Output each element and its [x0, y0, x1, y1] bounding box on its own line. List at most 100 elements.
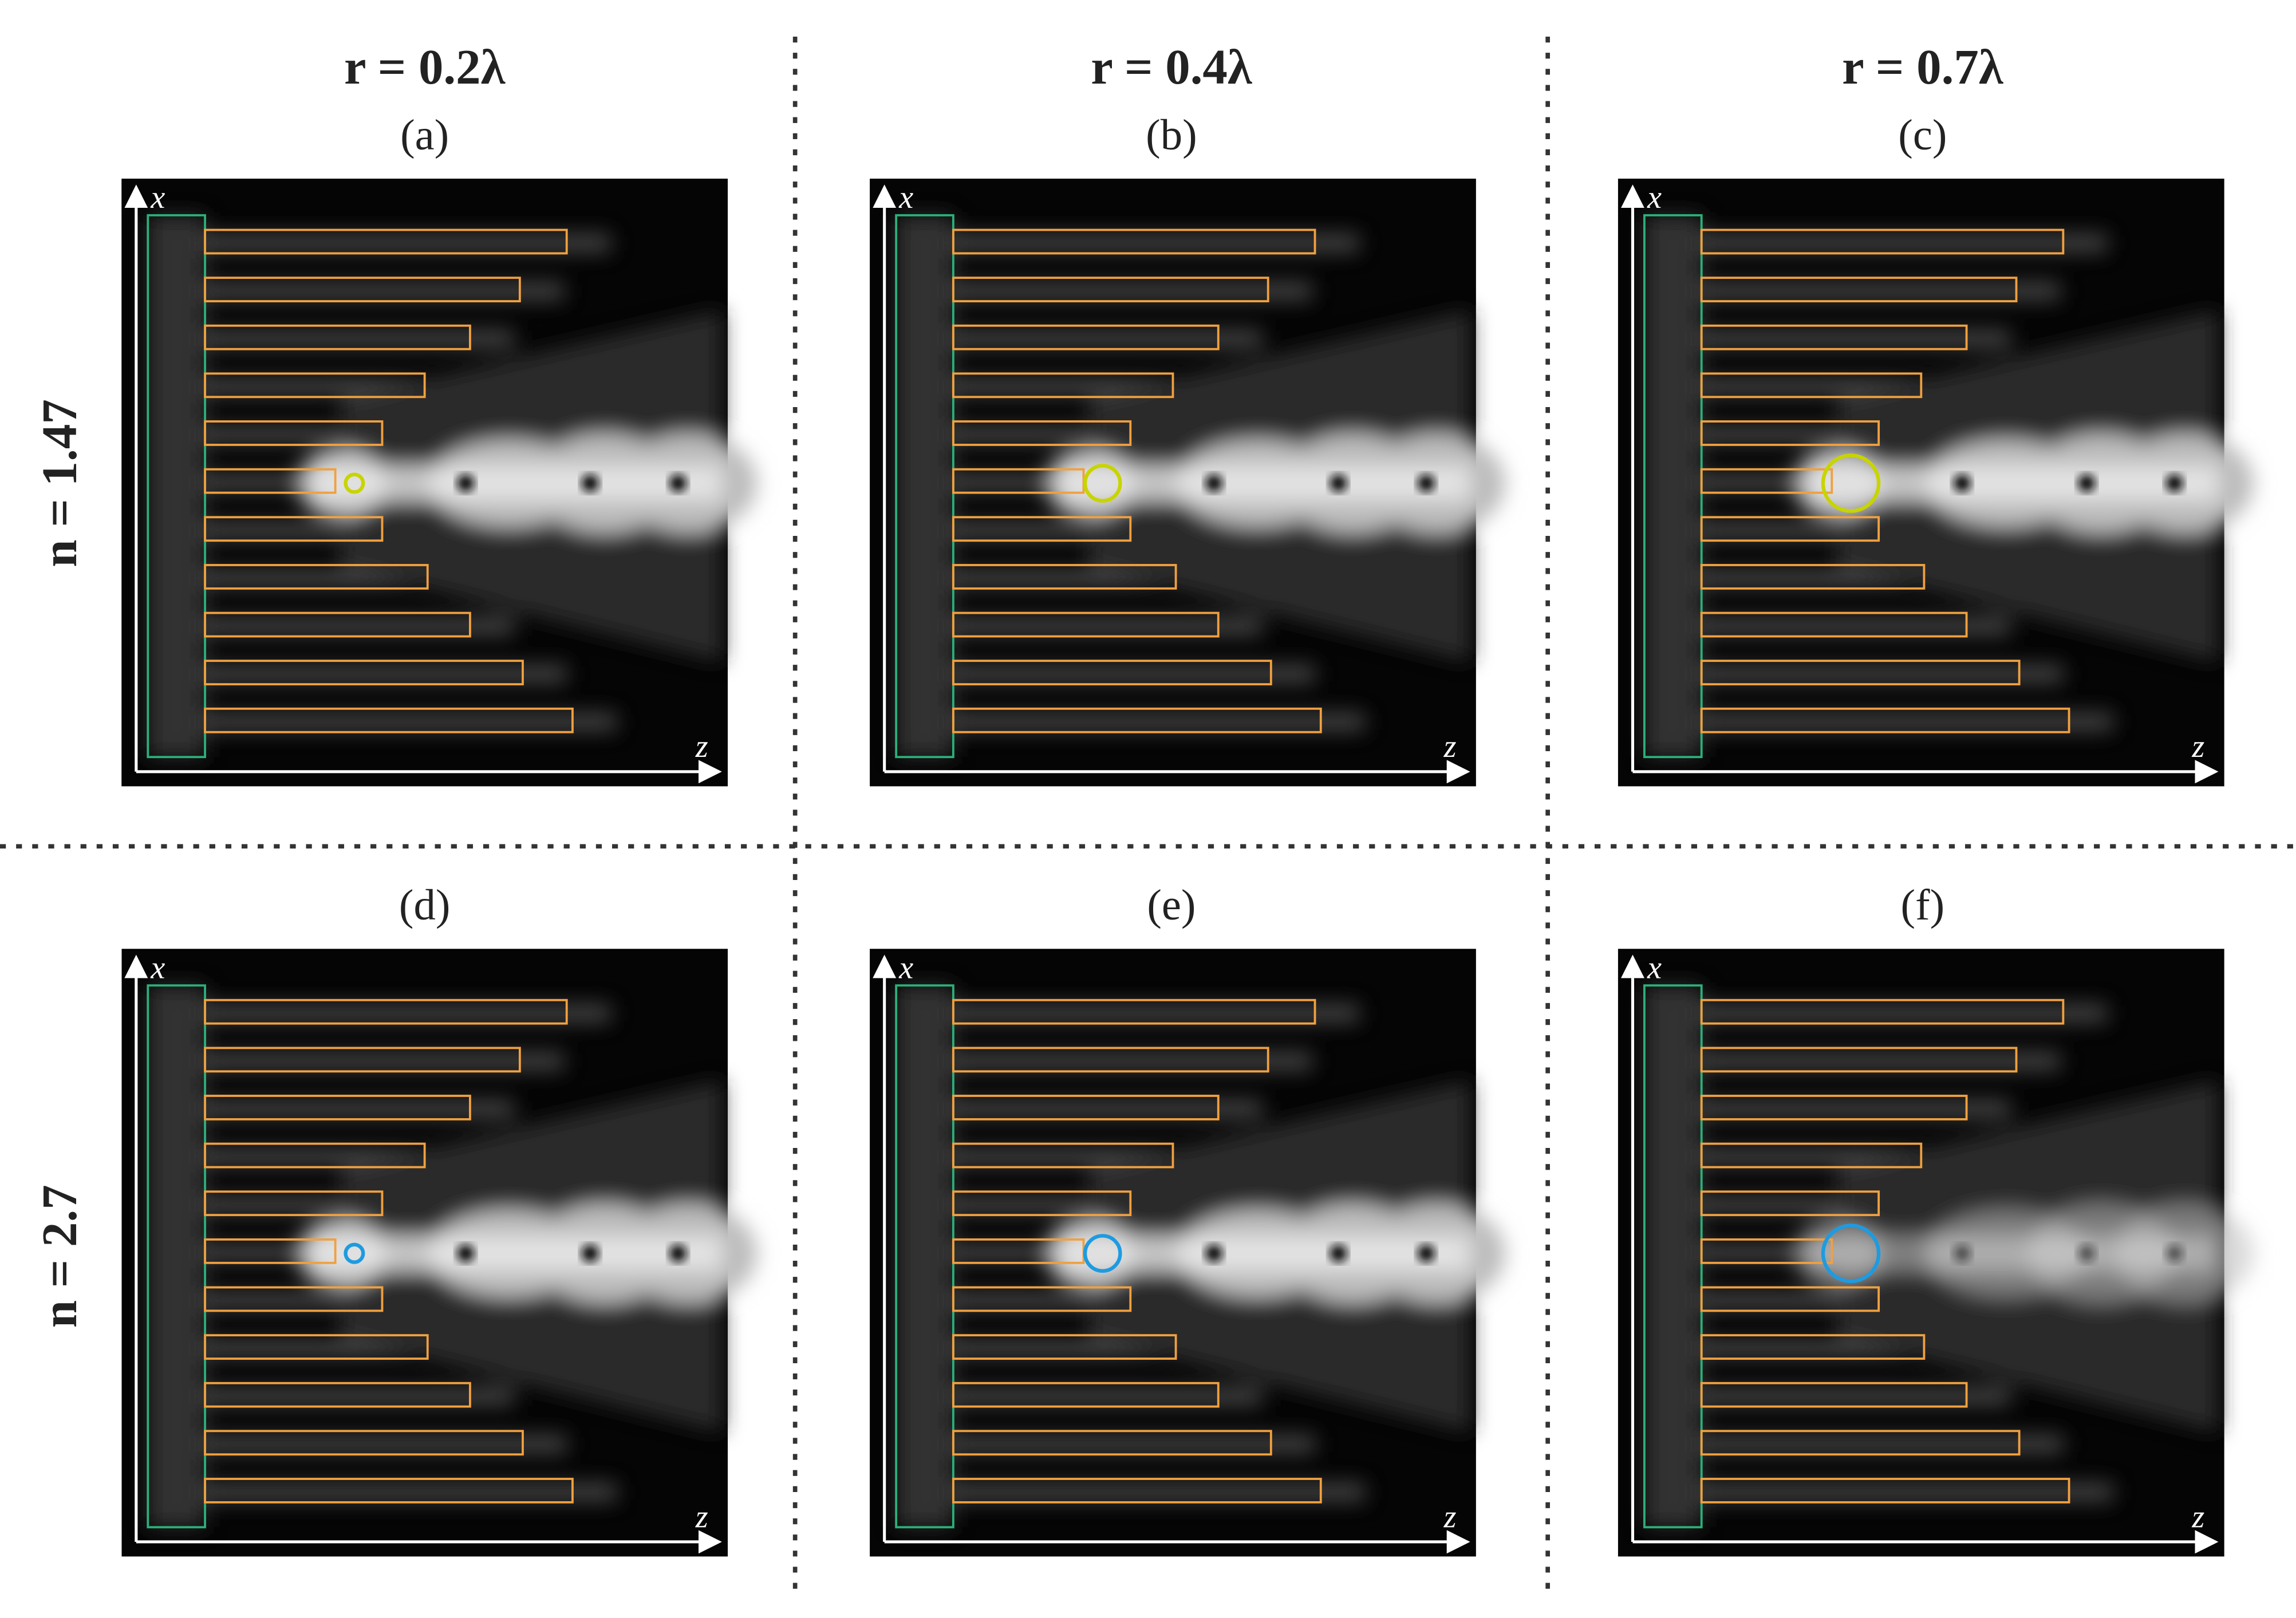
pillar-outline — [204, 277, 521, 303]
pillar-outline — [1700, 1190, 1880, 1217]
beam-node — [581, 474, 599, 492]
beam-node — [456, 1244, 475, 1262]
pillar-outline — [1700, 1286, 1880, 1312]
pillar-outline — [204, 1286, 384, 1312]
panel-label: (e) — [1147, 881, 1196, 929]
pillar-glow — [205, 1483, 617, 1501]
pillar-outline — [952, 564, 1177, 590]
beam-node — [1417, 1244, 1435, 1262]
pillar-outline — [1700, 228, 2065, 255]
pillar-glow — [953, 713, 1365, 731]
pillar-glow — [953, 1004, 1359, 1023]
pillar-outline — [1700, 1095, 1968, 1120]
x-axis-label: x — [1647, 180, 1662, 215]
pillar-outline — [204, 564, 429, 590]
x-axis-label: x — [1647, 950, 1662, 985]
x-axis-label: x — [898, 950, 913, 985]
pillar-glow — [205, 234, 611, 252]
pillar-outline — [204, 324, 471, 350]
field-intensity — [896, 985, 1506, 1528]
pillar-outline — [1700, 372, 1923, 398]
pillar-outline — [952, 516, 1132, 542]
pillar-outline — [952, 1142, 1174, 1169]
field-intensity — [148, 215, 758, 757]
pillar-glow — [205, 1004, 611, 1023]
beam-node — [1205, 1244, 1223, 1262]
substrate-glow — [148, 985, 206, 1528]
panel-label: (a) — [400, 111, 449, 159]
pillar-outline — [952, 1190, 1132, 1217]
pillar-outline — [204, 516, 384, 542]
pillar-glow — [205, 617, 514, 635]
z-axis-label: z — [1443, 1499, 1457, 1534]
pillar-outline — [204, 1190, 384, 1217]
beam-node — [1417, 474, 1435, 492]
pillar-outline — [952, 420, 1132, 446]
pillar-outline — [204, 611, 471, 638]
field-intensity — [896, 215, 1506, 757]
pillar-outline — [204, 660, 524, 686]
substrate-glow — [1644, 215, 1702, 757]
pillar-glow — [953, 617, 1263, 635]
pillar-glow — [953, 1387, 1263, 1406]
field-intensity — [148, 985, 758, 1528]
pillar-outline — [1700, 516, 1880, 542]
pillar-outline — [952, 1095, 1220, 1120]
z-axis-label: z — [695, 1499, 708, 1534]
beam-node — [1330, 1244, 1347, 1262]
panel: xz — [121, 949, 758, 1557]
pillar-glow — [1701, 1435, 2064, 1453]
pillar-outline — [1700, 999, 2065, 1025]
x-axis-label: x — [898, 180, 913, 215]
pillar-outline — [204, 420, 384, 446]
pillar-outline — [1700, 1142, 1923, 1169]
z-axis-label: z — [2191, 729, 2204, 764]
pillar-outline — [952, 611, 1220, 638]
beam-node — [2165, 474, 2184, 492]
beam-core — [1808, 465, 2219, 501]
panel: xz — [870, 179, 1506, 787]
pillar-outline — [204, 468, 337, 494]
pillar-glow — [1701, 1100, 2011, 1118]
pillar-glow — [1701, 1387, 2011, 1406]
pillar-outline — [204, 1478, 574, 1503]
pillar-outline — [204, 228, 568, 255]
substrate-glow — [1644, 985, 1702, 1528]
pillar-outline — [952, 1286, 1132, 1312]
pillar-outline — [204, 707, 574, 733]
pillar-outline — [1700, 1382, 1968, 1408]
pillar-outline — [1700, 1430, 2021, 1456]
pillar-glow — [1701, 1052, 2061, 1070]
pillar-glow — [205, 330, 514, 348]
x-axis-label: x — [150, 180, 165, 215]
pillar-glow — [953, 1052, 1312, 1070]
beam-node — [2077, 474, 2096, 492]
pillar-outline — [204, 1047, 521, 1073]
pillar-outline — [952, 277, 1269, 303]
pillar-glow — [205, 665, 567, 683]
pillar-outline — [1700, 1238, 1833, 1264]
field-intensity — [1644, 215, 2254, 757]
pillar-outline — [952, 228, 1316, 255]
beam-core — [311, 1236, 722, 1271]
panel: xz — [870, 949, 1506, 1557]
pillar-glow — [953, 1483, 1365, 1501]
particle — [1821, 453, 1881, 513]
pillar-outline — [1700, 707, 2070, 733]
pillar-outline — [952, 372, 1174, 398]
pillar-glow — [953, 1435, 1315, 1453]
pillar-outline — [1700, 660, 2021, 686]
pillar-outline — [952, 1382, 1220, 1408]
pillar-glow — [205, 713, 617, 731]
particle — [1083, 464, 1122, 503]
pillar-outline — [204, 999, 568, 1025]
pillar-outline — [952, 1430, 1272, 1456]
row-title: n = 2.7 — [32, 1185, 87, 1328]
x-axis-label: x — [150, 950, 165, 985]
pillar-glow — [1701, 713, 2113, 731]
panel-label: (c) — [1898, 111, 1947, 159]
pillar-outline — [952, 1334, 1177, 1360]
substrate-glow — [896, 985, 953, 1528]
pillar-outline — [1700, 1478, 2070, 1503]
